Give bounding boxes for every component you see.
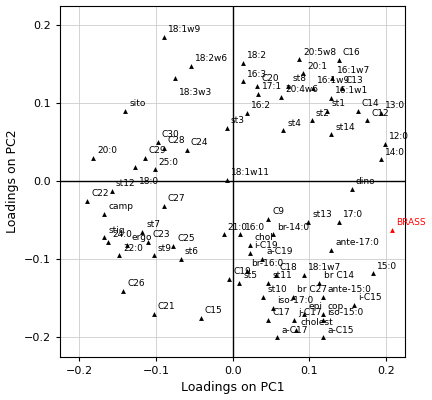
- Text: st6: st6: [185, 248, 199, 256]
- Text: 18:3w3: 18:3w3: [179, 88, 213, 97]
- Text: 18:1w9: 18:1w9: [168, 25, 201, 34]
- Text: 16:0: 16:0: [245, 222, 265, 232]
- Text: a-C19: a-C19: [266, 248, 292, 256]
- Text: 16:2: 16:2: [251, 101, 271, 110]
- Text: 16:1w7: 16:1w7: [337, 66, 370, 75]
- Text: br C27: br C27: [297, 285, 327, 294]
- Text: cholest: cholest: [301, 318, 334, 327]
- Text: C28: C28: [168, 136, 186, 145]
- Text: C26: C26: [127, 279, 145, 288]
- Text: C27: C27: [168, 194, 186, 204]
- Text: st2: st2: [316, 108, 330, 118]
- Text: a-C15: a-C15: [327, 326, 354, 334]
- Text: cop: cop: [327, 302, 344, 311]
- Text: 17:1: 17:1: [262, 82, 283, 91]
- Text: 13:0: 13:0: [385, 101, 405, 110]
- Text: C12: C12: [371, 108, 389, 118]
- Text: 18:1w11: 18:1w11: [231, 168, 270, 177]
- Text: C15: C15: [205, 306, 222, 315]
- Text: st9: st9: [158, 244, 172, 252]
- Text: st14: st14: [335, 122, 355, 132]
- Text: 15:0: 15:0: [377, 262, 397, 270]
- Text: 20:4w6: 20:4w6: [285, 85, 318, 94]
- Text: st8: st8: [292, 74, 306, 83]
- Text: camp: camp: [108, 202, 133, 211]
- Text: iso-17:0: iso-17:0: [278, 296, 314, 305]
- Text: C25: C25: [177, 234, 195, 243]
- Text: dino: dino: [356, 177, 375, 186]
- Text: 22:0: 22:0: [124, 244, 143, 252]
- Text: j-C17: j-C17: [298, 308, 322, 317]
- Text: st4: st4: [288, 119, 302, 128]
- Text: C24: C24: [191, 138, 209, 147]
- Text: 20:1: 20:1: [308, 62, 327, 71]
- Text: ante-17:0: ante-17:0: [335, 238, 379, 247]
- Text: st7: st7: [146, 220, 160, 229]
- Text: C22: C22: [91, 189, 109, 198]
- Text: 17:0: 17:0: [343, 210, 363, 219]
- Text: i-C19: i-C19: [254, 241, 278, 250]
- Text: 18:0: 18:0: [139, 177, 159, 186]
- Text: st1: st1: [331, 99, 345, 108]
- Text: ergo: ergo: [131, 234, 152, 242]
- Text: 16:3: 16:3: [247, 70, 267, 78]
- Text: br C14: br C14: [324, 271, 353, 280]
- Text: 25:0: 25:0: [159, 158, 179, 167]
- Text: sito: sito: [130, 99, 146, 108]
- Text: st5: st5: [243, 271, 257, 280]
- Text: ante-15:0: ante-15:0: [327, 285, 371, 294]
- Text: 18:2: 18:2: [247, 51, 267, 60]
- Text: C29: C29: [149, 146, 166, 155]
- Text: chol: chol: [254, 234, 273, 242]
- Text: st10: st10: [267, 285, 287, 294]
- Text: 12:0: 12:0: [389, 132, 409, 141]
- Text: 24:0: 24:0: [112, 230, 132, 239]
- Text: 16:1w1: 16:1w1: [335, 86, 368, 95]
- Text: 16:1w9: 16:1w9: [317, 76, 350, 85]
- X-axis label: Loadings on PC1: Loadings on PC1: [181, 382, 285, 394]
- Text: epi: epi: [308, 302, 322, 311]
- Text: br-16:0: br-16:0: [251, 259, 283, 268]
- Text: br-14:0: br-14:0: [278, 222, 310, 232]
- Text: C16: C16: [343, 48, 361, 58]
- Text: st11: st11: [272, 271, 292, 280]
- Text: C17: C17: [272, 308, 290, 317]
- Text: st12: st12: [116, 179, 135, 188]
- Text: C21: C21: [158, 302, 175, 311]
- Text: a-C17: a-C17: [281, 326, 308, 334]
- Text: C23: C23: [152, 230, 170, 239]
- Text: C20: C20: [261, 74, 279, 83]
- Text: C30: C30: [162, 130, 180, 139]
- Text: st3: st3: [231, 116, 245, 125]
- Text: C13: C13: [346, 76, 364, 85]
- Text: i-C15: i-C15: [358, 293, 382, 302]
- Text: C9: C9: [272, 207, 284, 216]
- Text: C19: C19: [233, 267, 251, 276]
- Text: 18:1w7: 18:1w7: [308, 263, 342, 272]
- Text: C18: C18: [280, 263, 298, 272]
- Text: 20:5w8: 20:5w8: [304, 48, 337, 57]
- Text: C14: C14: [362, 99, 380, 108]
- Text: BRASS: BRASS: [397, 218, 426, 227]
- Text: st13: st13: [312, 210, 332, 219]
- Text: iso-15:0: iso-15:0: [327, 308, 364, 317]
- Text: 20:0: 20:0: [97, 146, 118, 155]
- Text: 18:2w6: 18:2w6: [195, 54, 228, 63]
- Text: 14:0: 14:0: [385, 148, 405, 156]
- Text: 21:0: 21:0: [228, 222, 248, 232]
- Y-axis label: Loadings on PC2: Loadings on PC2: [6, 129, 19, 233]
- Text: stig: stig: [108, 226, 125, 235]
